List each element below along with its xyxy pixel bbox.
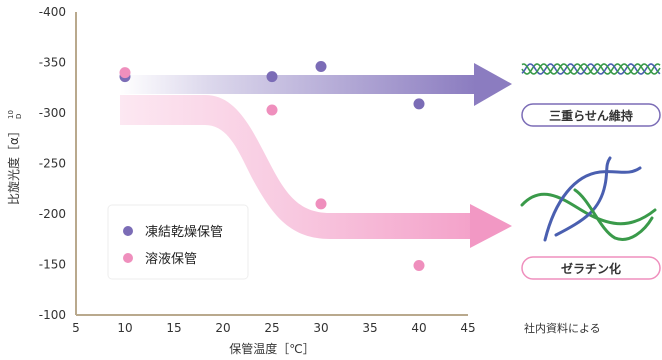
data-point-freeze-dried [266, 71, 278, 83]
coil-strand-blue-1 [543, 166, 642, 242]
trend-arrows [120, 63, 512, 248]
legend: 凍結乾燥保管 溶液保管 [107, 204, 249, 280]
y-tick-label: -250 [39, 157, 66, 171]
x-tick-labels: 5 10 15 20 25 30 35 40 45 [72, 321, 475, 335]
data-point-freeze-dried [413, 98, 425, 110]
y-tick-label: -350 [39, 56, 66, 70]
legend-box [107, 204, 249, 280]
legend-label-solution: 溶液保管 [145, 252, 197, 267]
y-axis-label-group: 比旋光度［α］ 10 D [6, 110, 23, 205]
x-tick-label: 5 [72, 321, 80, 335]
x-tick-label: 20 [215, 321, 230, 335]
gelatin-label: ゼラチン化 [561, 261, 621, 276]
triple-helix-label: 三重らせん維持 [549, 108, 633, 123]
x-tick-label: 40 [411, 321, 426, 335]
y-tick-labels: -100 -150 -200 -250 -300 -350 -400 [39, 5, 66, 322]
x-axis-label: 保管温度［℃］ [229, 341, 314, 356]
y-tick-label: -200 [39, 207, 66, 221]
y-tick-label: -400 [39, 5, 66, 19]
purple-arrow-head [474, 63, 512, 106]
gelatin-pill-box [521, 256, 661, 280]
pink-trend-band [120, 95, 470, 239]
y-tick-label: -300 [39, 106, 66, 120]
triple-helix-pill-box [521, 103, 661, 127]
coil-strand-blue-2 [554, 156, 612, 237]
helix-strand [521, 63, 661, 75]
x-tick-label: 35 [362, 321, 377, 335]
data-point-solution [119, 67, 131, 79]
triple-helix-icon [521, 63, 661, 75]
coil-strand-green [520, 192, 657, 226]
data-points [119, 61, 425, 272]
helix-strand [521, 63, 661, 75]
x-tick-label: 25 [264, 321, 279, 335]
legend-label-freeze-dried: 凍結乾燥保管 [145, 224, 223, 240]
coil-strand-green-2 [573, 188, 654, 241]
y-tick-label: -100 [39, 308, 66, 322]
data-point-solution [413, 260, 425, 272]
purple-trend-band [120, 75, 476, 94]
x-tick-label: 30 [313, 321, 328, 335]
x-tick-label: 15 [166, 321, 181, 335]
random-coil-icon [520, 156, 657, 242]
y-axis-label: 比旋光度［α］ [6, 125, 21, 205]
x-tick-label: 10 [117, 321, 132, 335]
x-tick-label: 45 [460, 321, 475, 335]
legend-marker-freeze-dried [123, 226, 133, 236]
data-point-solution [315, 198, 327, 210]
triple-helix-label-pill: 三重らせん維持 [521, 103, 661, 127]
legend-marker-solution [123, 253, 133, 263]
source-note: 社内資料による [524, 321, 601, 335]
pink-arrow-head [470, 204, 512, 248]
y-tick-label: -150 [39, 258, 66, 272]
y-axis-label-sub: D [15, 114, 23, 119]
y-axis-label-sup: 10 [7, 110, 15, 119]
data-point-freeze-dried [315, 61, 327, 73]
data-point-solution [266, 104, 278, 116]
axes [75, 12, 468, 316]
gelatin-label-pill: ゼラチン化 [521, 256, 661, 280]
